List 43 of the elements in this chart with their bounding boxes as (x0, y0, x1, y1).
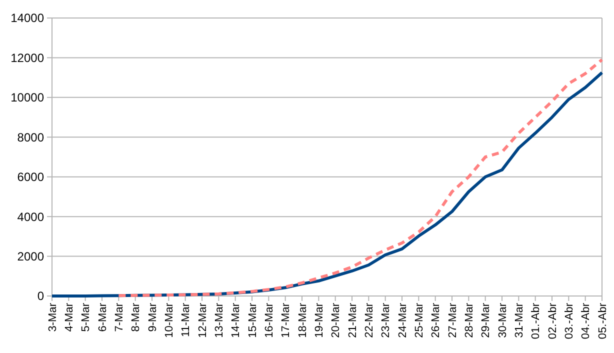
x-tick-label: 12-Mar (196, 302, 209, 338)
x-tick-label: 15-Mar (246, 302, 259, 338)
x-tick-label: 8-Mar (130, 302, 142, 332)
x-tick-label: 23-Mar (380, 302, 392, 338)
x-tick-label: 04.-Abr (580, 302, 592, 340)
x-tick-label: 9-Mar (146, 302, 159, 332)
x-tick-label: 01.-Abr (530, 302, 542, 340)
x-tick-label: 4-Mar (64, 302, 76, 332)
x-tick-label: 22-Mar (364, 302, 376, 338)
x-tick-label: 30-Mar (496, 302, 509, 338)
x-tick-label: 18-Mar (296, 302, 309, 338)
x-tick-label: 13-Mar (214, 302, 226, 338)
x-tick-label: 25-Mar (414, 302, 426, 338)
x-tick-label: 26-Mar (430, 302, 442, 338)
x-tick-label: 28-Mar (464, 302, 476, 338)
x-tick-label: 20-Mar (330, 302, 342, 338)
y-tick-label: 8000 (17, 130, 44, 144)
x-tick-label: 6-Mar (96, 302, 109, 332)
x-tick-label: 21-Mar (346, 302, 359, 338)
y-tick-label: 2000 (17, 249, 44, 264)
y-tick-label: 6000 (17, 170, 44, 184)
line-series (117, 58, 604, 298)
x-tick-label: 19-Mar (314, 302, 326, 338)
x-tick-label: 3-Mar (46, 302, 59, 332)
y-tick-label: 10000 (10, 90, 44, 105)
y-tick-label: 0 (37, 289, 44, 304)
y-tick-label: 4000 (17, 210, 44, 224)
x-tick-label: 29-Mar (480, 302, 492, 338)
y-tick-label: 14000 (10, 11, 44, 26)
x-tick-label: 31-Mar (514, 302, 526, 338)
x-tick-label: 16-Mar (264, 302, 276, 338)
x-tick-label: 7-Mar (114, 302, 126, 332)
y-tick-label: 12000 (10, 50, 44, 65)
x-tick-label: 02.-Abr (546, 302, 559, 340)
x-tick-label: 10-Mar (164, 302, 176, 338)
x-tick-label: 14-Mar (230, 302, 242, 338)
x-tick-label: 24-Mar (396, 302, 409, 338)
x-tick-label: 11-Mar (180, 302, 192, 338)
x-tick-label: 05.-Abr (596, 302, 609, 340)
x-tick-label: 27-Mar (446, 302, 459, 338)
x-tick-label: 03.-Abr (564, 302, 576, 340)
x-tick-label: 5-Mar (80, 302, 92, 332)
x-tick-label: 17-Mar (280, 302, 292, 338)
